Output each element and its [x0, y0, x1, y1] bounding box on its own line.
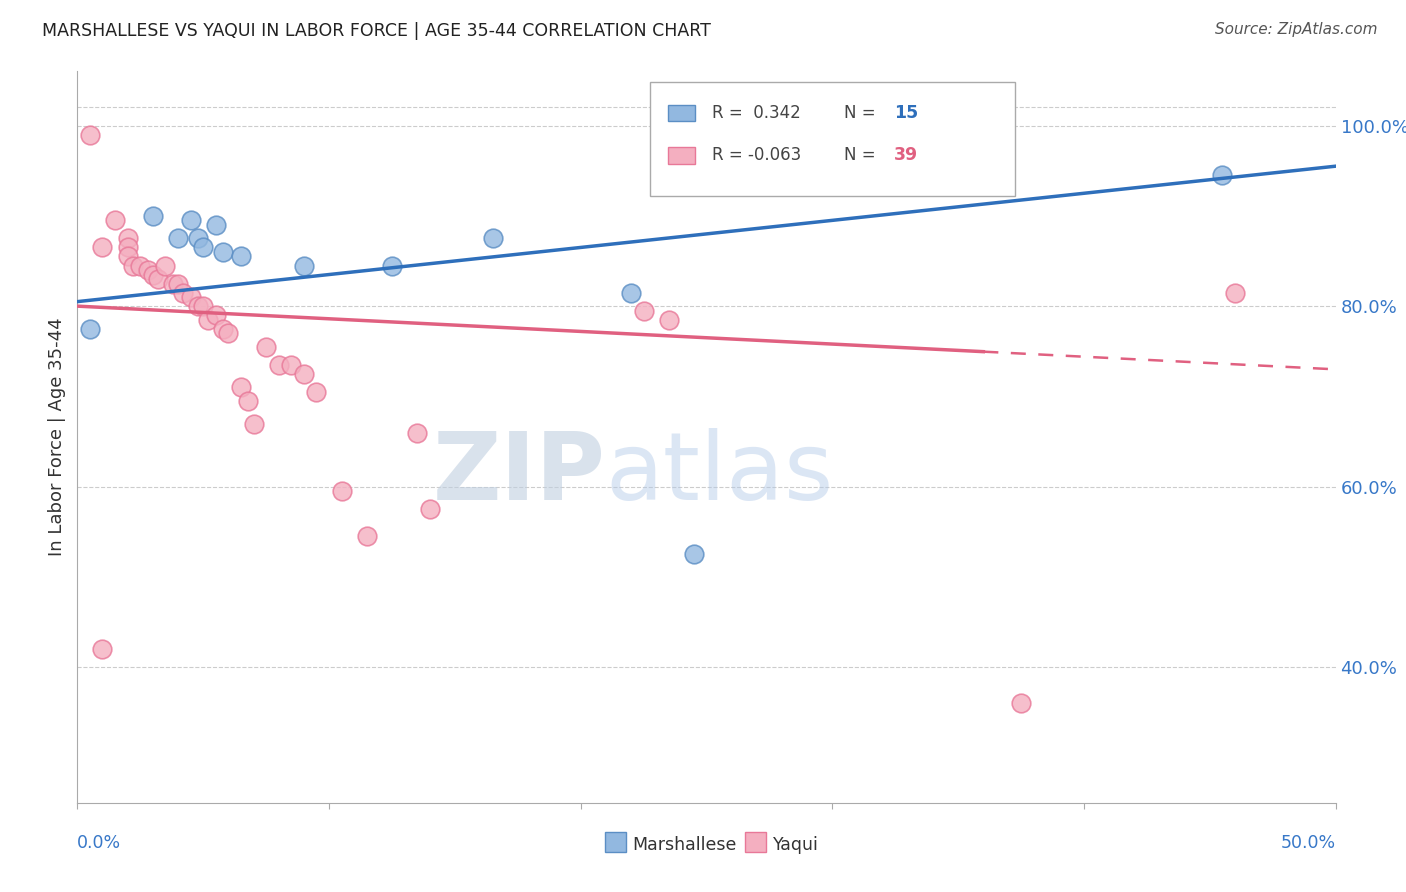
Point — [121, 259, 143, 273]
Point — [212, 322, 235, 336]
Point — [242, 417, 264, 431]
Text: atlas: atlas — [606, 427, 834, 520]
Point — [167, 231, 190, 245]
Point — [267, 358, 290, 372]
Point — [238, 394, 260, 409]
Point — [356, 529, 378, 543]
Point — [187, 231, 209, 245]
FancyBboxPatch shape — [668, 105, 695, 121]
Text: R = -0.063: R = -0.063 — [711, 146, 801, 164]
Point — [481, 231, 503, 245]
Point — [1010, 697, 1032, 711]
Y-axis label: In Labor Force | Age 35-44: In Labor Force | Age 35-44 — [48, 318, 66, 557]
Point — [136, 263, 159, 277]
Point — [658, 312, 681, 326]
Point — [180, 290, 202, 304]
Point — [129, 259, 152, 273]
Point — [79, 322, 101, 336]
Text: ZIP: ZIP — [433, 427, 606, 520]
Text: 39: 39 — [894, 146, 918, 164]
Point — [91, 642, 114, 657]
Point — [229, 380, 252, 394]
Point — [1211, 168, 1233, 182]
Point — [187, 299, 209, 313]
Point — [146, 272, 169, 286]
Point — [212, 244, 235, 259]
Point — [292, 367, 315, 381]
Text: 0.0%: 0.0% — [77, 834, 121, 852]
Point — [191, 240, 215, 254]
FancyBboxPatch shape — [668, 147, 695, 163]
Point — [117, 240, 139, 254]
Text: N =: N = — [844, 146, 880, 164]
Point — [292, 259, 315, 273]
Text: MARSHALLESE VS YAQUI IN LABOR FORCE | AGE 35-44 CORRELATION CHART: MARSHALLESE VS YAQUI IN LABOR FORCE | AG… — [42, 22, 711, 40]
Point — [217, 326, 239, 341]
Text: R =  0.342: R = 0.342 — [711, 104, 800, 122]
Point — [381, 259, 404, 273]
Text: Source: ZipAtlas.com: Source: ZipAtlas.com — [1215, 22, 1378, 37]
Point — [633, 303, 655, 318]
Point — [155, 259, 177, 273]
Text: Marshallese: Marshallese — [633, 836, 737, 854]
Point — [79, 128, 101, 142]
Point — [330, 484, 353, 499]
Text: Yaqui: Yaqui — [773, 836, 820, 854]
Point — [280, 358, 302, 372]
Point — [305, 384, 328, 399]
Point — [142, 209, 165, 223]
Point — [204, 308, 226, 322]
Point — [167, 277, 190, 291]
Point — [197, 312, 219, 326]
Point — [419, 502, 441, 516]
Text: 50.0%: 50.0% — [1281, 834, 1336, 852]
Point — [1223, 285, 1246, 300]
Text: N =: N = — [844, 104, 880, 122]
FancyBboxPatch shape — [650, 82, 1015, 195]
Point — [204, 218, 226, 232]
Point — [406, 425, 429, 440]
Point — [91, 240, 114, 254]
Point — [620, 285, 643, 300]
Point — [191, 299, 215, 313]
Text: 15: 15 — [894, 104, 918, 122]
Point — [117, 250, 139, 264]
Point — [683, 548, 706, 562]
Point — [180, 213, 202, 227]
Point — [117, 231, 139, 245]
Point — [104, 213, 127, 227]
Point — [162, 277, 184, 291]
Point — [172, 285, 194, 300]
Point — [229, 250, 252, 264]
Point — [142, 268, 165, 282]
Point — [254, 340, 277, 354]
